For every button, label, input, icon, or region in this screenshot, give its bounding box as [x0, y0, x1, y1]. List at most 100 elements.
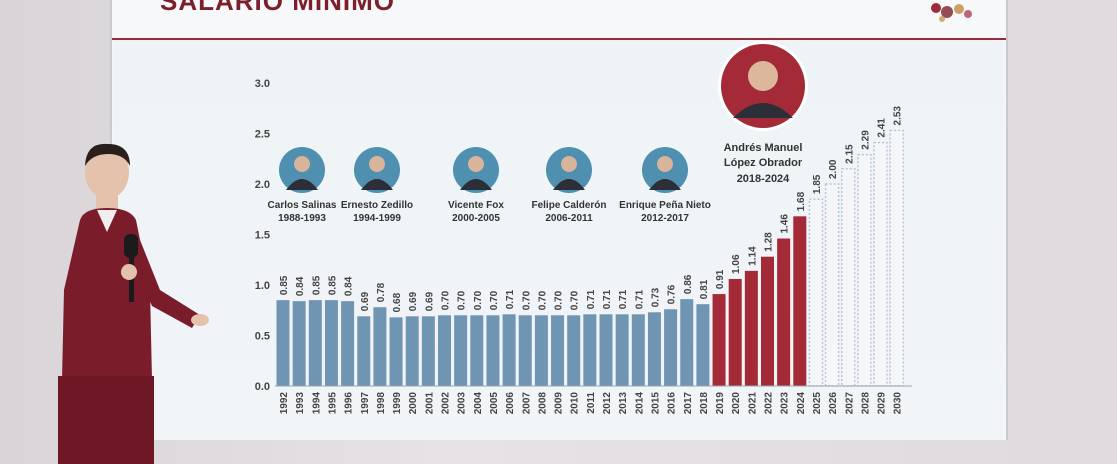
y-tick-label: 0.0 [255, 381, 270, 393]
y-tick-label: 3.0 [255, 78, 270, 90]
value-label: 0.86 [683, 274, 694, 294]
bar-1993 [292, 301, 306, 386]
value-label: 0.70 [521, 290, 532, 310]
featured-president-suit [733, 103, 793, 118]
value-label: 0.84 [295, 276, 306, 296]
bar-2015 [647, 312, 661, 386]
president-years: 1994-1999 [353, 213, 401, 224]
x-tick-label: 2000 [408, 392, 419, 415]
value-label: 2.53 [893, 106, 904, 126]
bar-2019 [712, 294, 726, 386]
value-label: 0.69 [360, 291, 371, 311]
bar-2025 [808, 198, 824, 387]
x-tick-label: 2014 [634, 392, 645, 415]
y-tick-label: 0.5 [255, 331, 270, 343]
president-face [369, 156, 385, 172]
x-tick-label: 2001 [424, 392, 435, 415]
x-tick-label: 2022 [764, 392, 775, 415]
x-tick-label: 1997 [360, 392, 371, 415]
president-years: 2012-2017 [641, 213, 689, 224]
president-name: Enrique Peña Nieto [619, 200, 711, 211]
president-face [657, 156, 673, 172]
value-label: 0.73 [650, 287, 661, 307]
bar-2016 [664, 309, 678, 386]
bar-2017 [680, 299, 694, 386]
bar-2014 [631, 314, 645, 386]
bar-1998 [373, 307, 387, 386]
bar-2003 [454, 315, 468, 386]
president-name: Ernesto Zedillo [341, 200, 413, 211]
bar-2010 [567, 315, 581, 386]
bar-2000 [405, 316, 419, 386]
x-tick-label: 2010 [570, 392, 581, 415]
x-tick-label: 2009 [554, 392, 565, 415]
value-label: 2.41 [877, 118, 888, 138]
bar-2022 [761, 256, 774, 386]
x-tick-label: 2020 [731, 392, 742, 415]
bar-2011 [583, 314, 597, 386]
x-tick-label: 2026 [828, 392, 839, 415]
bar-2026 [824, 183, 840, 387]
x-tick-label: 2008 [537, 392, 548, 415]
bar-2007 [518, 315, 532, 386]
y-tick-label: 1.5 [255, 230, 270, 242]
x-tick-label: 2018 [699, 392, 710, 415]
bar-2006 [502, 314, 516, 386]
slide-title: SALARIO MÍNIMO [160, 0, 395, 16]
x-tick-label: 2005 [489, 392, 500, 415]
x-tick-label: 2002 [441, 392, 452, 415]
president-face [468, 156, 484, 172]
president-suit [361, 179, 393, 190]
value-label: 0.70 [473, 290, 484, 310]
bar-2028 [857, 154, 872, 387]
bar-1999 [389, 317, 403, 386]
bar-2013 [615, 314, 629, 386]
value-label: 0.85 [279, 275, 290, 295]
value-label: 0.69 [408, 291, 419, 311]
president-suit [649, 179, 681, 190]
bar-2027 [841, 168, 856, 387]
x-tick-label: 2027 [844, 392, 855, 415]
bar-1996 [341, 301, 355, 386]
value-label: 0.78 [376, 282, 387, 302]
x-tick-label: 1994 [311, 392, 322, 415]
value-label: 0.85 [327, 275, 338, 295]
bar-1995 [324, 300, 338, 386]
value-label: 0.76 [667, 284, 678, 304]
value-label: 0.70 [489, 290, 500, 310]
y-tick-label: 2.5 [255, 129, 270, 141]
value-label: 0.84 [344, 276, 355, 296]
president-face [561, 156, 577, 172]
slide-header: SALARIO MÍNIMO [112, 0, 1006, 40]
bar-1997 [357, 316, 371, 386]
value-label: 0.71 [634, 289, 645, 309]
president-years: 2000-2005 [452, 213, 500, 224]
x-tick-label: 2023 [780, 392, 791, 415]
x-tick-label: 2013 [618, 392, 629, 415]
value-label: 0.71 [618, 289, 629, 309]
x-tick-label: 2015 [650, 392, 661, 415]
presenter-figure [58, 143, 209, 464]
value-label: 0.81 [699, 279, 710, 299]
value-label: 2.29 [860, 130, 871, 150]
president-years: 2006-2011 [545, 213, 593, 224]
x-tick-label: 2025 [812, 392, 823, 415]
value-label: 0.91 [715, 269, 726, 289]
bar-2001 [421, 316, 435, 386]
x-tick-label: 2003 [457, 392, 468, 415]
featured-president-face [748, 61, 778, 91]
value-label: 0.70 [537, 290, 548, 310]
y-tick-label: 2.0 [255, 179, 270, 191]
x-tick-label: 2029 [877, 392, 888, 415]
x-tick-label: 1995 [327, 392, 338, 415]
x-tick-label: 1998 [376, 392, 387, 415]
x-tick-label: 1996 [344, 392, 355, 415]
featured-president-name-line1: Andrés Manuel [724, 142, 803, 154]
x-tick-label: 2012 [602, 392, 613, 415]
bar-2009 [551, 315, 565, 386]
president-suit [553, 179, 585, 190]
value-label: 0.70 [441, 290, 452, 310]
x-tick-label: 1993 [295, 392, 306, 415]
x-tick-label: 2006 [505, 392, 516, 415]
bar-2005 [486, 315, 500, 386]
